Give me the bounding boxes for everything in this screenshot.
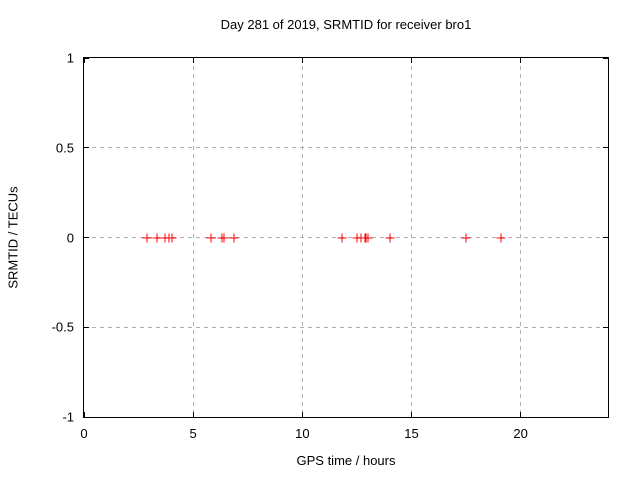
- x-tick-mark: [411, 412, 412, 417]
- x-tick-mark: [83, 412, 85, 417]
- data-point-marker: [496, 233, 506, 242]
- y-axis-label: SRMTID / TECUs: [5, 186, 21, 289]
- y-tick-mark: [84, 237, 89, 238]
- y-tick-label: 0: [66, 230, 74, 245]
- data-point-marker: [142, 233, 152, 242]
- data-point-marker: [206, 233, 216, 242]
- data-point-marker: [461, 233, 471, 242]
- x-tick-mark: [301, 58, 303, 63]
- y-tick-mark: [603, 326, 608, 328]
- x-tick-label: 20: [513, 426, 528, 441]
- x-tick-mark: [192, 412, 194, 417]
- y-tick-label: -1: [62, 409, 74, 425]
- data-point-marker: [167, 233, 177, 242]
- x-tick-mark: [520, 412, 522, 417]
- y-tick-mark: [84, 416, 89, 418]
- data-point-marker: [337, 233, 347, 242]
- x-tick-mark: [301, 412, 303, 417]
- x-tick-label: 10: [295, 426, 310, 441]
- y-tick-mark: [603, 147, 608, 149]
- data-point-marker: [363, 233, 373, 242]
- y-tick-mark: [84, 147, 89, 149]
- data-point-marker: [152, 233, 162, 242]
- y-tick-label: -0.5: [51, 319, 74, 335]
- y-tick-mark: [603, 416, 608, 418]
- data-point-marker: [229, 233, 239, 242]
- chart-title: Day 281 of 2019, SRMTID for receiver bro…: [220, 17, 472, 32]
- x-tick-mark: [411, 58, 412, 63]
- x-tick-label: 5: [189, 426, 197, 441]
- x-tick-mark: [83, 58, 85, 63]
- y-gridline: [84, 147, 608, 149]
- x-axis-label: GPS time / hours: [296, 453, 396, 468]
- x-tick-mark: [520, 58, 522, 63]
- x-tick-label: 15: [404, 426, 419, 441]
- plot-area: [83, 57, 609, 418]
- y-tick-mark: [603, 237, 608, 238]
- x-tick-mark: [192, 58, 194, 63]
- y-gridline: [84, 326, 608, 328]
- data-point-marker: [219, 233, 229, 242]
- y-tick-label: 1: [66, 50, 74, 66]
- x-tick-label: 0: [80, 426, 88, 441]
- y-tick-mark: [84, 326, 89, 328]
- y-tick-label: 0.5: [55, 140, 74, 156]
- y-tick-mark: [603, 57, 608, 59]
- y-tick-mark: [84, 57, 89, 59]
- data-point-marker: [385, 233, 395, 242]
